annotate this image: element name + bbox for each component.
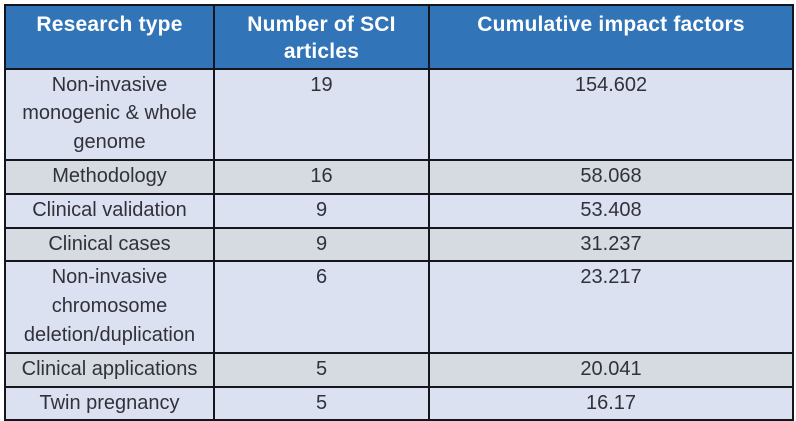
header-row: Research type Number of SCI articles Cum… (4, 4, 794, 70)
impact-factors-cell: 58.068 (428, 158, 794, 195)
research-type-cell: Methodology (4, 158, 215, 195)
column-header-research-type: Research type (4, 4, 215, 70)
impact-factors-cell: 53.408 (428, 192, 794, 229)
table-row: Non-invasive monogenic & whole genome 19… (4, 67, 794, 161)
impact-factors-cell: 31.237 (428, 226, 794, 263)
table-frame: Research type Number of SCI articles Cum… (4, 4, 794, 421)
sci-articles-cell: 5 (213, 351, 430, 388)
table-row: Non-invasive chromosome deletion/duplica… (4, 260, 794, 354)
impact-factors-cell: 23.217 (428, 260, 794, 354)
sci-articles-cell: 9 (213, 226, 430, 263)
research-type-cell: Clinical validation (4, 192, 215, 229)
table-row: Methodology 16 58.068 (4, 158, 794, 195)
impact-factors-cell: 154.602 (428, 67, 794, 161)
sci-articles-cell: 6 (213, 260, 430, 354)
sci-articles-cell: 5 (213, 385, 430, 421)
impact-factors-cell: 16.17 (428, 385, 794, 421)
sci-articles-cell: 16 (213, 158, 430, 195)
research-summary-table: Research type Number of SCI articles Cum… (4, 4, 794, 421)
research-type-cell: Clinical applications (4, 351, 215, 388)
research-type-cell: Clinical cases (4, 226, 215, 263)
table-row: Clinical applications 5 20.041 (4, 351, 794, 388)
sci-articles-cell: 19 (213, 67, 430, 161)
research-type-cell: Non-invasive chromosome deletion/duplica… (4, 260, 215, 354)
table-row: Clinical validation 9 53.408 (4, 192, 794, 229)
sci-articles-cell: 9 (213, 192, 430, 229)
column-header-sci-articles: Number of SCI articles (213, 4, 430, 70)
research-type-cell: Non-invasive monogenic & whole genome (4, 67, 215, 161)
column-header-impact-factors: Cumulative impact factors (428, 4, 794, 70)
impact-factors-cell: 20.041 (428, 351, 794, 388)
table-row: Clinical cases 9 31.237 (4, 226, 794, 263)
research-type-cell: Twin pregnancy (4, 385, 215, 421)
table-row: Twin pregnancy 5 16.17 (4, 385, 794, 421)
